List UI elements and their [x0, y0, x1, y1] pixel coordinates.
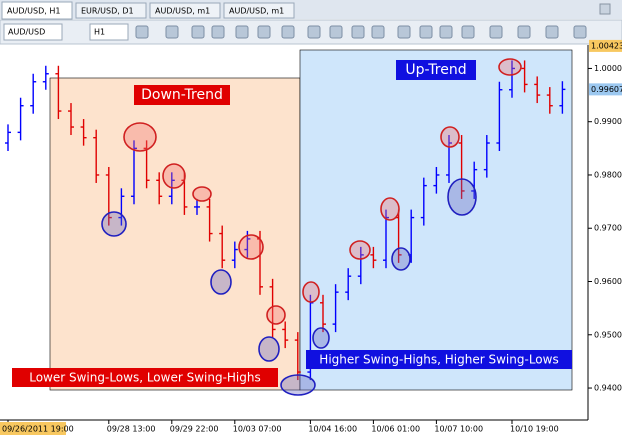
price-badge [589, 39, 622, 52]
timeframe-label[interactable]: H1 [94, 28, 105, 37]
swing-low [258, 336, 280, 362]
swing-high [440, 126, 460, 148]
toolbar-icon[interactable] [351, 25, 365, 39]
swing-low [280, 374, 316, 396]
tab[interactable] [149, 2, 221, 19]
swing-low [447, 178, 477, 216]
swing-high [192, 186, 212, 202]
tab-label[interactable]: EUR/USD, D1 [81, 7, 134, 16]
symbol-label[interactable]: AUD/USD [8, 28, 45, 37]
down-trend-label: Down-Trend [141, 87, 223, 103]
down-trend-zone [49, 77, 301, 391]
toolbar-icon[interactable] [329, 25, 343, 39]
tab-label[interactable]: AUD/USD, H1 [7, 7, 60, 16]
y-tick-label: 0.9800 [594, 170, 622, 179]
swing-high [123, 122, 157, 152]
swing-markers [101, 58, 522, 396]
tab[interactable] [223, 2, 295, 19]
toolbar-icon[interactable] [517, 25, 531, 39]
price-badge [589, 83, 622, 96]
swing-high [302, 281, 320, 303]
tab-label[interactable]: AUD/USD, m1 [155, 7, 210, 16]
toolbar-icon[interactable] [545, 25, 559, 39]
swing-low [391, 247, 411, 271]
x-tick-label: 10/07 10:00 [434, 425, 483, 434]
down-note-badge [12, 368, 278, 387]
down-trend-badge [134, 85, 230, 105]
x-tick-label: 09/28 13:00 [107, 425, 156, 434]
price-label: 0.99607 [591, 85, 622, 94]
y-tick-label: 0.9900 [594, 117, 622, 126]
y-tick-label: 0.9400 [594, 384, 622, 393]
swing-low [312, 327, 330, 349]
toolbar-icon[interactable] [397, 25, 411, 39]
toolbar-icon[interactable] [211, 25, 225, 39]
toolbar-icon[interactable] [573, 25, 587, 39]
y-tick-label: 1.0000 [594, 64, 622, 73]
y-tick-label: 0.9500 [594, 330, 622, 339]
swing-high [238, 234, 264, 260]
x-tick-label: 09/29 22:00 [170, 425, 219, 434]
tab-active[interactable] [1, 1, 73, 20]
toolbar-icon[interactable] [489, 25, 503, 39]
toolbar-icon[interactable] [135, 25, 149, 39]
price-bars [5, 60, 566, 381]
x-tick-label: 10/10 19:00 [510, 425, 559, 434]
up-trend-badge [396, 60, 476, 80]
toolbar-icon[interactable] [439, 25, 453, 39]
toolbar-icon[interactable] [235, 25, 249, 39]
y-tick-label: 0.9600 [594, 277, 622, 286]
symbol-select[interactable] [3, 23, 63, 41]
toolbar-icon[interactable] [461, 25, 475, 39]
toolbar-icon[interactable] [191, 25, 205, 39]
toolbar-icon[interactable] [281, 25, 295, 39]
swing-high [266, 305, 286, 325]
close-button[interactable] [599, 3, 611, 15]
up-trend-zone [299, 49, 573, 391]
tab-label[interactable]: AUD/USD, m1 [229, 7, 284, 16]
x-label-highlight [0, 422, 66, 435]
x-tick-label: 10/06 01:00 [371, 425, 420, 434]
swing-low [210, 269, 232, 295]
down-note: Lower Swing-Lows, Lower Swing-Highs [29, 371, 261, 385]
toolbar-icon[interactable] [257, 25, 271, 39]
swing-high [498, 58, 522, 76]
x-tick-label: 10/04 16:00 [308, 425, 357, 434]
toolbar-icon[interactable] [419, 25, 433, 39]
up-trend-label: Up-Trend [405, 62, 466, 78]
up-note: Higher Swing-Highs, Higher Swing-Lows [319, 353, 558, 367]
y-tick-label: 0.9700 [594, 224, 622, 233]
corner [589, 421, 622, 436]
up-note-badge [306, 350, 572, 369]
toolbar-icon[interactable] [165, 25, 179, 39]
swing-high [162, 163, 186, 189]
toolbar-icon[interactable] [307, 25, 321, 39]
x-tick-label: 09/26/2011 19:00 [2, 425, 74, 434]
swing-high [349, 240, 371, 260]
timeframe-select[interactable] [89, 23, 129, 41]
swing-high [380, 197, 400, 221]
tab[interactable] [75, 2, 147, 19]
swing-low [101, 211, 127, 237]
toolbar-icons [135, 25, 587, 39]
toolbar-icon[interactable] [371, 25, 385, 39]
price-label: 1.00423 [591, 41, 622, 50]
x-tick-label: 10/03 07:00 [233, 425, 282, 434]
